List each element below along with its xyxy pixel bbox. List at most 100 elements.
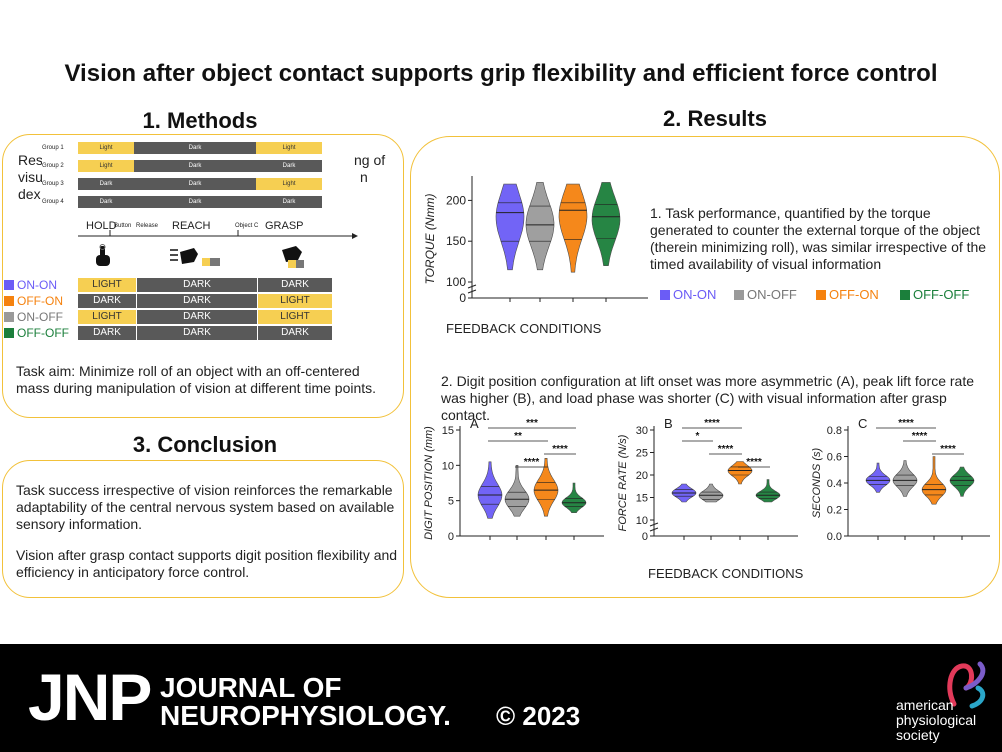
panel-letter: C xyxy=(858,416,867,431)
violin-on-off xyxy=(892,460,918,497)
y-tick-label: 20 xyxy=(636,470,648,482)
group-4-label: Group 4 xyxy=(42,199,64,205)
phase-object-label: Object C xyxy=(235,223,259,229)
violin-off-on xyxy=(558,183,588,273)
on-off-label: ON-OFF xyxy=(17,310,63,324)
pointing-hand-icon xyxy=(96,244,110,266)
results-legend: ON-ON ON-OFF OFF-ON OFF-OFF xyxy=(660,287,990,303)
significance-label: **** xyxy=(704,418,720,429)
on-on-grasp-cell: DARK xyxy=(258,278,332,292)
off-on-hold-cell: DARK xyxy=(78,294,136,308)
off-off-hold-cell: DARK xyxy=(78,326,136,340)
condition-row-on-on-label: ON-ON xyxy=(4,278,57,292)
off-off-grasp-cell: DARK xyxy=(258,326,332,340)
group-3-label: Group 3 xyxy=(42,181,64,187)
y-tick-label: 0.6 xyxy=(827,452,842,464)
y-tick-label: 0 xyxy=(448,531,454,543)
on-on-hold-cell: LIGHT xyxy=(78,278,136,292)
group-4-reach: Dark xyxy=(134,196,256,208)
society-line-3: society xyxy=(896,727,940,743)
phase-axis xyxy=(78,230,358,239)
significance-label: *** xyxy=(526,418,538,429)
phase-release-label: Release xyxy=(136,223,159,229)
conclusion-panel xyxy=(2,460,404,598)
y-tick-label: 15 xyxy=(442,425,454,437)
methods-intro-fragment-4: ng of xyxy=(354,152,386,168)
on-off-grasp-cell: LIGHT xyxy=(258,310,332,324)
poster-title: Vision after object contact supports gri… xyxy=(64,60,938,87)
y-tick-label: 150 xyxy=(446,234,466,248)
significance-label: * xyxy=(696,431,700,442)
group-1-reach: Dark xyxy=(134,142,256,154)
off-on-grasp-cell: LIGHT xyxy=(258,294,332,308)
group-timeline: Group 1 Light Dark Light Group 2 Light D… xyxy=(42,142,342,216)
on-off-hold-cell: LIGHT xyxy=(78,310,136,324)
condition-row-off-on-label: OFF-ON xyxy=(4,294,63,308)
conclusion-paragraph-1: Task success irrespective of vision rein… xyxy=(16,482,395,532)
y-tick-label: 10 xyxy=(442,460,454,472)
reaching-hand-icon xyxy=(170,248,220,266)
legend-on-on-swatch xyxy=(660,290,670,300)
violin-on-on xyxy=(865,462,891,493)
panel-letter: A xyxy=(470,416,479,431)
axis-break-mark xyxy=(467,284,477,289)
condition-row-off-off-label: OFF-OFF xyxy=(4,326,69,340)
task-aim: Task aim: Minimize roll of an object wit… xyxy=(16,363,377,396)
finding-2: 2. Digit position configuration at lift … xyxy=(441,373,974,423)
y-tick-label: 5 xyxy=(448,496,454,508)
phase-grasp-label: GRASP xyxy=(265,220,304,232)
legend-off-off-swatch xyxy=(900,290,910,300)
journal-name-line-2: NEUROPHYSIOLOGY. xyxy=(160,700,451,731)
group-3-grasp: Light xyxy=(256,178,322,190)
violin-on-off xyxy=(698,483,724,503)
group-2-hold: Light xyxy=(78,160,134,172)
condition-table: ON-ON LIGHT DARK DARK OFF-ON DARK DARK L… xyxy=(4,278,364,342)
y-tick-label: 25 xyxy=(636,448,648,460)
legend-item-off-on: OFF-ON xyxy=(816,287,879,302)
off-off-label: OFF-OFF xyxy=(17,326,69,340)
group-1-hold: Light xyxy=(78,142,134,154)
society-line-1: american xyxy=(896,697,954,713)
methods-intro-fragment-2: visu xyxy=(18,169,43,185)
y-tick-label: 15 xyxy=(636,493,648,505)
torque-xlabel: FEEDBACK CONDITIONS xyxy=(446,321,602,336)
group-2-grasp: Dark xyxy=(256,160,322,172)
significance-label: **** xyxy=(940,444,956,455)
y-axis-label: SECONDS (s) xyxy=(811,448,823,519)
violin-on-on xyxy=(495,183,525,271)
y-tick-label: 100 xyxy=(446,275,466,289)
torque-violin-chart: 0 100 150 200 TORQUE (Nmm) xyxy=(423,176,648,305)
group-1-grasp: Light xyxy=(256,142,322,154)
group-2-reach: Dark xyxy=(134,160,256,172)
group-4-grasp: Dark xyxy=(256,196,322,208)
legend-on-off-swatch xyxy=(734,290,744,300)
significance-label: **** xyxy=(552,444,568,455)
y-tick-label: 30 xyxy=(636,425,648,437)
violin-off-on xyxy=(921,456,947,505)
legend-off-on-swatch xyxy=(816,290,826,300)
aps-logo-icon xyxy=(947,661,986,709)
on-off-swatch xyxy=(4,312,14,322)
axis-break-mark xyxy=(649,527,659,532)
legend-item-on-off: ON-OFF xyxy=(734,287,797,302)
violin-off-off xyxy=(591,182,621,266)
significance-label: ** xyxy=(514,431,522,442)
significance-label: **** xyxy=(718,444,734,455)
footer-bar: JNP JOURNAL OF NEUROPHYSIOLOGY. © 2023 a… xyxy=(0,644,1002,752)
y-axis-label: TORQUE (Nmm) xyxy=(423,193,437,284)
off-on-reach-cell: DARK xyxy=(137,294,257,308)
bottom-xlabel: FEEDBACK CONDITIONS xyxy=(648,566,804,581)
y-axis-label: FORCE RATE (N/s) xyxy=(617,434,629,531)
society-line-2: physiological xyxy=(896,712,977,728)
off-on-label: OFF-ON xyxy=(17,294,63,308)
grasping-hand-icon xyxy=(282,246,304,268)
violin-off-off xyxy=(561,482,587,513)
group-3-reach: Dark xyxy=(134,178,256,190)
violin-on-on xyxy=(477,461,503,519)
significance-label: **** xyxy=(898,418,914,429)
on-on-swatch xyxy=(4,280,14,290)
panel-letter: B xyxy=(664,416,673,431)
finding-1: 1. Task performance, quantified by the t… xyxy=(650,205,987,272)
